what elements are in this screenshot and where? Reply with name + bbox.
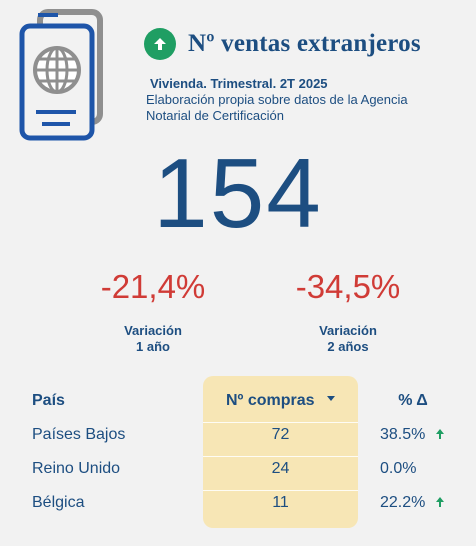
variation-2-years-label-line1: Variación: [319, 323, 377, 338]
subtitle-source: Elaboración propia sobre datos de la Age…: [146, 92, 408, 123]
row-delta: 0.0%: [380, 460, 450, 478]
table-row: Reino Unido 24 0.0%: [0, 460, 476, 484]
row-purchases: 11: [272, 494, 289, 511]
header: Nº ventas extranjeros: [144, 26, 464, 62]
variation-2-years-label-line2: 2 años: [327, 339, 369, 354]
variation-2-years-value: -34,5%: [295, 268, 401, 305]
sort-down-icon[interactable]: [327, 396, 335, 402]
row-delta: 22.2%: [380, 494, 450, 512]
arrow-up-icon: [144, 28, 176, 60]
subtitle-period: Vivienda. Trimestral. 2T 2025: [150, 76, 328, 91]
variation-1-year-label-line2: 1 año: [136, 339, 170, 354]
header-country: País: [32, 392, 65, 409]
purchases-column-highlight: [203, 376, 358, 528]
total-sales-value: 154: [153, 138, 323, 248]
row-purchases: 24: [271, 460, 290, 477]
passport-icon: [19, 9, 103, 141]
header-delta: % Δ: [398, 392, 428, 409]
table-row: Bélgica 11 22.2%: [0, 494, 476, 518]
row-delta-value: 38.5%: [380, 426, 426, 443]
variation-1-year-value: -21,4%: [100, 268, 206, 305]
variation-1-year-label-line1: Variación: [124, 323, 182, 338]
row-country: Bélgica: [32, 494, 85, 511]
row-delta-value: 0.0%: [380, 460, 417, 477]
trend-up-icon: [435, 428, 444, 439]
row-country: Países Bajos: [32, 426, 126, 443]
row-purchases: 72: [271, 426, 290, 443]
variation-1-year-label: Variación 1 año: [73, 323, 233, 355]
row-separator: [203, 490, 358, 491]
table-row: Países Bajos 72 38.5%: [0, 426, 476, 450]
variation-2-years: -34,5% Variación 2 años: [268, 268, 428, 355]
table-header: País Nº compras % Δ: [0, 392, 476, 414]
country-table: País Nº compras % Δ Países Bajos 72 38.5…: [0, 376, 476, 546]
row-delta-value: 22.2%: [380, 494, 426, 511]
header-purchases-sort[interactable]: Nº compras: [203, 392, 358, 410]
header-purchases-label: Nº compras: [226, 392, 315, 409]
row-country: Reino Unido: [32, 460, 121, 477]
variation-2-years-label: Variación 2 años: [268, 323, 428, 355]
row-delta: 38.5%: [380, 426, 450, 444]
page-title: Nº ventas extranjeros: [188, 30, 421, 57]
row-separator: [203, 422, 358, 423]
title-row: Nº ventas extranjeros: [144, 26, 464, 62]
row-separator: [203, 456, 358, 457]
trend-up-icon: [435, 496, 444, 507]
variation-1-year: -21,4% Variación 1 año: [73, 268, 233, 355]
